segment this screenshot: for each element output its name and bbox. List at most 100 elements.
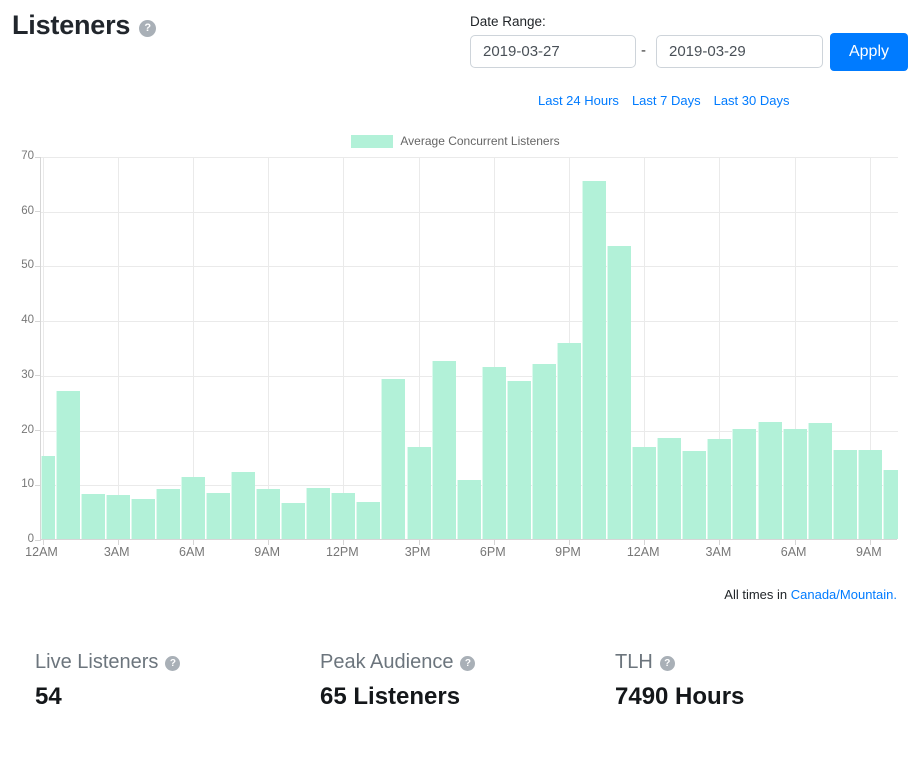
stat-label-peak-audience: Peak Audience <box>320 651 454 673</box>
bar-hour-2 <box>80 494 105 539</box>
bar-hour-23 <box>607 246 632 539</box>
x-tick <box>117 539 119 545</box>
gridline-vertical <box>343 157 345 540</box>
plot-area[interactable] <box>35 156 898 545</box>
y-axis-label: 10 <box>21 478 34 491</box>
gridline-vertical <box>719 157 721 540</box>
x-tick <box>794 539 796 545</box>
quick-links: Last 24 Hours Last 7 Days Last 30 Days <box>538 93 789 108</box>
timezone-link[interactable]: Canada/Mountain. <box>790 587 897 602</box>
x-axis-label: 12AM <box>626 545 660 559</box>
gridline-horizontal <box>41 157 898 158</box>
y-axis-label: 30 <box>21 368 34 381</box>
bar-hour-33 <box>857 450 882 539</box>
stat-live-listeners: Live Listeners ? 54 <box>35 651 181 711</box>
bar-hour-30 <box>782 429 807 539</box>
gridline-vertical <box>493 157 495 540</box>
x-tick <box>343 539 345 545</box>
x-tick <box>719 539 721 545</box>
stat-value-peak-audience: 65 Listeners <box>320 683 461 710</box>
y-tick <box>35 430 41 432</box>
x-tick <box>192 539 194 545</box>
bar-hour-19 <box>506 380 531 539</box>
bar-hour-8 <box>231 472 256 539</box>
page-title: Listeners <box>12 10 131 40</box>
listeners-help-icon[interactable]: ? <box>139 19 157 37</box>
gridline-vertical <box>192 157 194 540</box>
link-last-24-hours[interactable]: Last 24 Hours <box>538 93 619 108</box>
y-tick <box>35 539 41 541</box>
live-listeners-help-icon[interactable]: ? <box>165 656 181 671</box>
gridline-vertical <box>268 157 270 540</box>
bar-hour-21 <box>556 343 581 539</box>
apply-button[interactable]: Apply <box>830 33 908 71</box>
x-tick <box>568 539 570 545</box>
bar-hour-11 <box>306 488 331 539</box>
timezone-note: All times in Canada/Mountain. <box>724 587 897 602</box>
bar-hour-20 <box>531 363 556 539</box>
y-axis-label: 0 <box>27 533 34 545</box>
bar-hour-4 <box>130 498 155 539</box>
bar-hour-6 <box>180 476 205 539</box>
x-axis-labels: 12AM 3AM 6AM 9AM 12PM 3PM 6PM 9PM 12AM 3AM 6AM 9AM <box>25 545 897 561</box>
end-date-input[interactable] <box>656 35 823 68</box>
gridline-vertical <box>117 157 119 540</box>
stat-label-live-listeners: Live Listeners <box>35 651 159 673</box>
gridline-vertical <box>418 157 420 540</box>
link-last-7-days[interactable]: Last 7 Days <box>631 93 701 108</box>
gridline-horizontal <box>41 321 898 323</box>
bar-hour-3 <box>105 494 130 539</box>
link-last-30-days[interactable]: Last 30 Days <box>713 93 790 108</box>
y-axis-label: 20 <box>21 423 34 436</box>
y-axis-labels: 0 10 20 30 40 50 60 70 <box>0 150 34 545</box>
bar-hour-5 <box>155 489 180 539</box>
bar-hour-15 <box>406 447 431 539</box>
start-date-input[interactable] <box>470 35 636 68</box>
chart-legend-item[interactable]: Average Concurrent Listeners <box>0 134 911 148</box>
x-tick <box>42 539 44 545</box>
x-axis-label: 3PM <box>404 545 431 559</box>
x-axis-label: 9AM <box>254 545 280 559</box>
tlh-help-icon[interactable]: ? <box>659 656 675 671</box>
x-tick <box>493 539 495 545</box>
bar-hour-18 <box>481 367 506 539</box>
gridline-vertical <box>644 157 646 540</box>
y-axis-label: 40 <box>21 314 34 327</box>
peak-audience-help-icon[interactable]: ? <box>460 656 476 671</box>
y-tick <box>35 320 41 322</box>
bar-hour-32 <box>832 450 857 539</box>
y-tick <box>35 375 41 377</box>
bar-hour-12 <box>331 493 356 539</box>
bar-hour-9 <box>256 489 281 539</box>
gridline-vertical <box>42 157 44 540</box>
bar-hour-26 <box>682 451 707 539</box>
bar-hour-13 <box>356 502 381 539</box>
date-range-separator: - <box>641 42 646 59</box>
bar-hour-27 <box>707 438 732 539</box>
bar-hour-25 <box>657 438 682 539</box>
gridline-horizontal <box>41 266 898 268</box>
stat-peak-audience: Peak Audience ? 65 Listeners <box>320 651 476 711</box>
stat-value-live-listeners: 54 <box>35 683 62 710</box>
bar-hour-10 <box>281 503 306 539</box>
x-axis-label: 3AM <box>103 545 130 559</box>
y-tick <box>35 156 41 158</box>
bar-hour-16 <box>431 361 456 539</box>
x-axis-label: 3AM <box>705 545 732 559</box>
y-axis-label: 50 <box>21 259 34 272</box>
stat-label-tlh: TLH <box>615 651 653 673</box>
y-axis-label: 70 <box>21 150 34 162</box>
x-tick <box>418 539 420 545</box>
bar-hour-24 <box>632 446 657 539</box>
bar-hour-29 <box>757 421 782 539</box>
gridline-vertical <box>869 157 871 540</box>
stat-tlh: TLH ? 7490 Hours <box>615 651 744 711</box>
gridline-horizontal <box>41 430 898 432</box>
gridline-horizontal <box>41 375 898 377</box>
stat-label-row: TLH ? <box>615 651 744 674</box>
bar-hour-28 <box>732 429 757 539</box>
x-axis-label: 6PM <box>479 545 506 559</box>
gridline-vertical <box>794 157 796 540</box>
x-axis-label: 12AM <box>25 545 58 559</box>
